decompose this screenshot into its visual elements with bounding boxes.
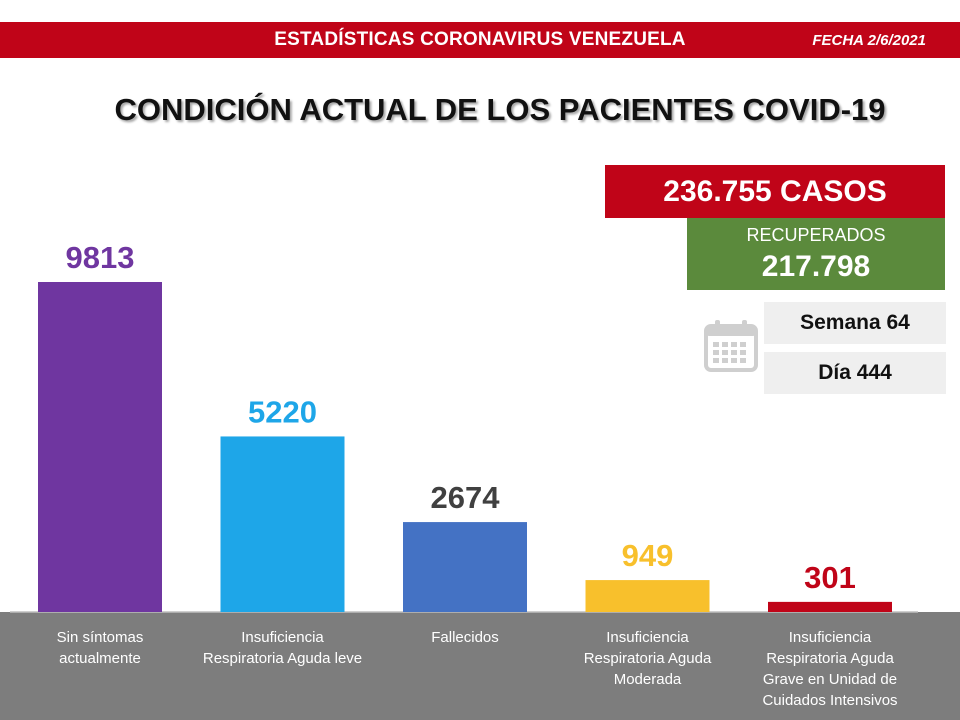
bar-3	[585, 580, 710, 612]
category-band	[0, 612, 960, 720]
calendar-icon	[704, 320, 758, 372]
category-label-4: Insuficiencia Respiratoria Aguda Grave en …	[762, 629, 897, 709]
bar-2	[403, 522, 527, 612]
chart-title: CONDICIÓN ACTUAL DE LOS PACIENTES COVID-…	[114, 92, 886, 127]
day-badge: Día 444	[764, 352, 946, 394]
value-label-3: 949	[622, 538, 674, 573]
value-label-4: 301	[804, 560, 856, 595]
header-date: FECHA 2/6/2021	[812, 32, 926, 49]
recovered-badge: RECUPERADOS 217.798	[687, 218, 945, 290]
category-label-2: Fallecidos	[431, 629, 499, 646]
category-label-1: Insuficiencia Respiratoria Aguda leve	[203, 629, 362, 667]
category-label-3: Insuficiencia Respiratoria Aguda Moderada	[584, 629, 712, 688]
header-bar: ESTADÍSTICAS CORONAVIRUS VENEZUELA FECHA…	[0, 22, 960, 58]
recovered-label: RECUPERADOS	[746, 225, 886, 245]
value-label-1: 5220	[248, 394, 317, 429]
category-label-0: Sin síntomas actualmente	[57, 629, 144, 667]
total-cases-badge: 236.755 CASOS	[605, 165, 945, 218]
value-label-2: 2674	[431, 480, 501, 515]
bar-1	[220, 436, 345, 612]
bar-0	[38, 282, 162, 612]
recovered-value: 217.798	[761, 250, 871, 283]
bar-4	[768, 601, 892, 612]
value-label-0: 9813	[66, 240, 135, 275]
header-title: ESTADÍSTICAS CORONAVIRUS VENEZUELA	[274, 29, 686, 50]
week-badge: Semana 64	[764, 302, 946, 344]
